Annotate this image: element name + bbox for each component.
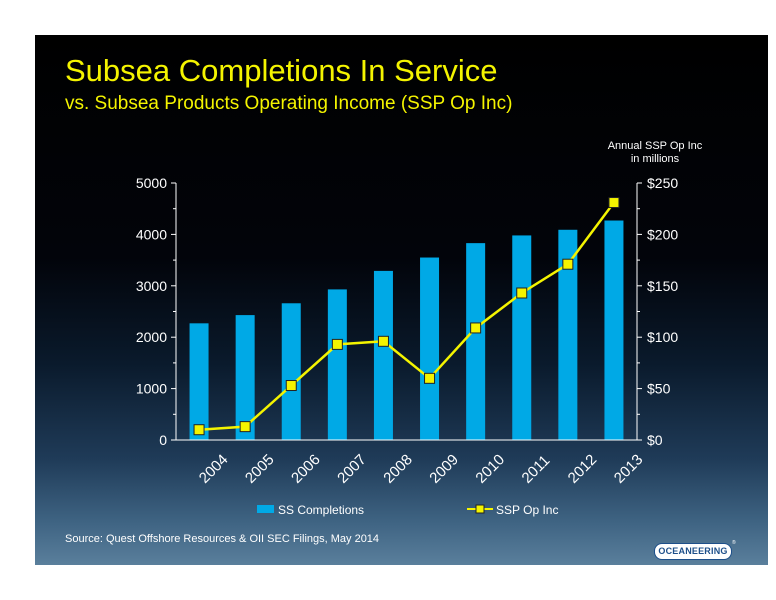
x-tick-label: 2009 (426, 451, 462, 487)
right-tick-label: $100 (647, 329, 678, 345)
line-series-group (193, 197, 620, 436)
left-tick-label: 1000 (136, 381, 167, 397)
ssp-marker-2010 (470, 322, 482, 334)
ssp-marker-2007 (331, 338, 343, 350)
right-tick-label: $250 (647, 175, 678, 191)
x-tick-label: 2007 (334, 451, 370, 487)
right-tick-label: $0 (647, 432, 663, 448)
ssp-marker-2005 (239, 421, 251, 433)
ssp-marker-2011 (516, 287, 528, 299)
bar-2011 (512, 235, 532, 440)
x-tick-label: 2011 (519, 452, 554, 487)
ssp-marker-2008 (377, 335, 389, 347)
bar-2008 (373, 270, 393, 440)
bar-2012 (558, 229, 578, 440)
right-axis-label-line1: Annual SSP Op Inc (608, 140, 703, 152)
legend: SS Completions SSP Op Inc (257, 503, 558, 517)
bar-2007 (327, 289, 347, 440)
legend-line-label: SSP Op Inc (496, 503, 558, 517)
ssp-op-inc-line (198, 201, 615, 431)
chart-title: Subsea Completions In Service (65, 53, 498, 88)
x-tick-label: 2012 (565, 451, 601, 487)
bar-2004 (189, 323, 209, 440)
x-tick-label: 2013 (611, 451, 647, 487)
registered-mark: ® (732, 540, 736, 546)
combo-chart: 0 1000 2000 3000 4000 5000 $0 $50 $100 $150 $200 $2… (136, 140, 703, 517)
left-tick-label: 3000 (136, 278, 167, 294)
x-tick-label: 2005 (242, 451, 278, 487)
legend-bar-label: SS Completions (278, 503, 364, 517)
ssp-marker-2009 (424, 372, 436, 384)
ssp-marker-2006 (285, 380, 297, 392)
legend-bar-swatch (257, 505, 274, 513)
x-tick-label: 2006 (288, 451, 324, 487)
x-tick-label: 2010 (472, 451, 508, 487)
left-tick-label: 0 (159, 432, 167, 448)
left-tick-label: 5000 (136, 175, 167, 191)
right-tick-label: $150 (647, 278, 678, 294)
x-tick-label: 2004 (196, 451, 232, 487)
slide: Subsea Completions In Service vs. Subsea… (35, 35, 768, 565)
legend-line-marker (475, 504, 485, 514)
bar-2013 (604, 220, 624, 440)
bar-2006 (281, 303, 301, 440)
x-tick-label: 2008 (380, 451, 416, 487)
ssp-marker-2012 (562, 258, 574, 270)
bar-series-group (189, 220, 624, 440)
oceaneering-logo: OCEANEERING (654, 543, 732, 560)
ssp-marker-2004 (193, 424, 205, 436)
bar-2009 (420, 257, 440, 440)
right-axis-label-line2: in millions (631, 153, 680, 165)
right-tick-label: $50 (647, 381, 671, 397)
source-note: Source: Quest Offshore Resources & OII S… (65, 533, 380, 545)
bar-2005 (235, 315, 255, 440)
ssp-marker-2013 (608, 197, 620, 209)
right-tick-label: $200 (647, 226, 678, 242)
left-tick-label: 4000 (136, 226, 167, 242)
chart-subtitle: vs. Subsea Products Operating Income (SS… (65, 93, 513, 114)
left-tick-label: 2000 (136, 329, 167, 345)
bar-2010 (466, 243, 486, 440)
